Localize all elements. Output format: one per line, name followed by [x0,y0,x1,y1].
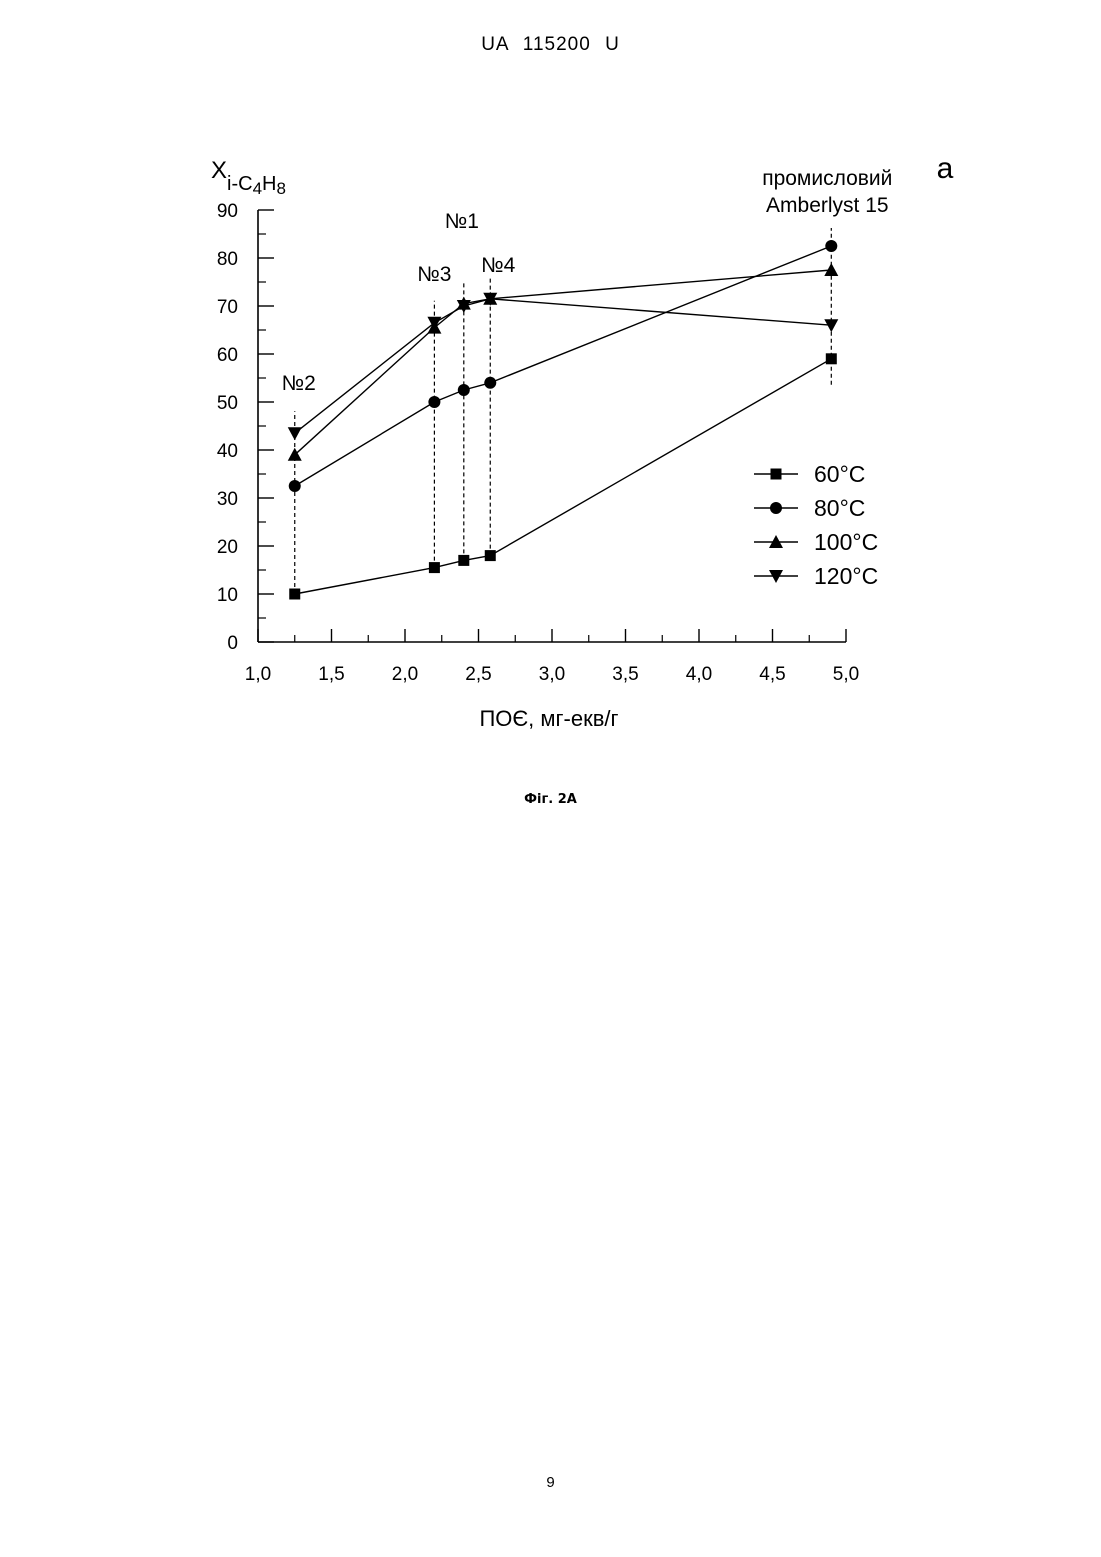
series-line-1 [295,246,832,486]
data-point [458,384,470,396]
annotation-label: №1 [445,210,479,233]
y-tick-label: 60 [217,345,238,366]
series-line-3 [295,299,832,433]
x-tick-label: 1,0 [245,664,271,685]
y-tick-label: 0 [227,633,238,654]
y-tick-label: 70 [217,297,238,318]
y-tick-label: 20 [217,537,238,558]
x-tick-label: 4,0 [686,664,712,685]
annotation-label: №2 [282,372,316,395]
annotation-label: №3 [417,263,451,286]
annotation-label: Amberlyst 15 [766,194,889,217]
page-number: 9 [0,1474,1101,1491]
y-tick-label: 50 [217,393,238,414]
y-tick-label: 80 [217,249,238,270]
data-point [824,263,838,276]
series-lines [295,246,832,594]
x-tick-label: 3,0 [539,664,565,685]
x-tick-label: 4,5 [759,664,785,685]
legend-label: 120°C [814,563,878,589]
annotation-label: №4 [481,254,516,277]
data-point [485,550,496,561]
figure-caption: Фіг. 2А [0,792,1101,807]
panel-label: а [937,152,954,185]
x-tick-label: 2,0 [392,664,418,685]
y-axis-label-part: H [262,173,276,195]
data-point [289,480,301,492]
data-point [825,240,837,252]
series-line-0 [295,359,832,594]
x-tick-label: 2,5 [465,664,491,685]
annotation-label: промисловий [762,167,892,190]
x-tick-label: 1,5 [318,664,344,685]
y-axis-label-part: 8 [276,179,285,198]
y-axis-label-part: 4 [253,179,262,198]
x-tick-label: 5,0 [833,664,859,685]
data-point [824,319,838,332]
data-point [458,555,469,566]
data-point [826,353,837,364]
guide-lines [295,228,832,594]
y-tick-label: 40 [217,441,238,462]
data-point [289,589,300,600]
chart-labels: №2 №3 №1№4 промисловий Amberlyst 15 а ПОЄ, мг-… [211,152,954,731]
y-axis-label-part: X [211,157,227,184]
data-point [484,377,496,389]
legend-label: 60°C [814,461,865,487]
x-axis-label: ПОЄ, мг-екв/г [479,706,618,731]
y-tick-label: 10 [217,585,238,606]
data-point [428,396,440,408]
y-axis-label-part: i-C [227,173,253,195]
y-axis-label: Xi-C4H8 [211,157,286,198]
chart: 1,0 1,5 2,0 2,5 3,0 3,5 4,0 4,5 5,0 0 10 20 30 40 50 60… [0,0,1101,780]
series-markers [288,240,839,600]
x-tick-label: 3,5 [612,664,638,685]
legend: 60°C 80°C 100°C 120°C [754,461,878,589]
legend-marker [770,502,782,514]
series-line-2 [295,270,832,455]
data-point [429,562,440,573]
y-tick-label: 90 [217,201,238,222]
y-tick-label: 30 [217,489,238,510]
legend-marker [771,469,782,480]
data-point [288,427,302,440]
legend-label: 80°C [814,495,865,521]
legend-label: 100°C [814,529,878,555]
